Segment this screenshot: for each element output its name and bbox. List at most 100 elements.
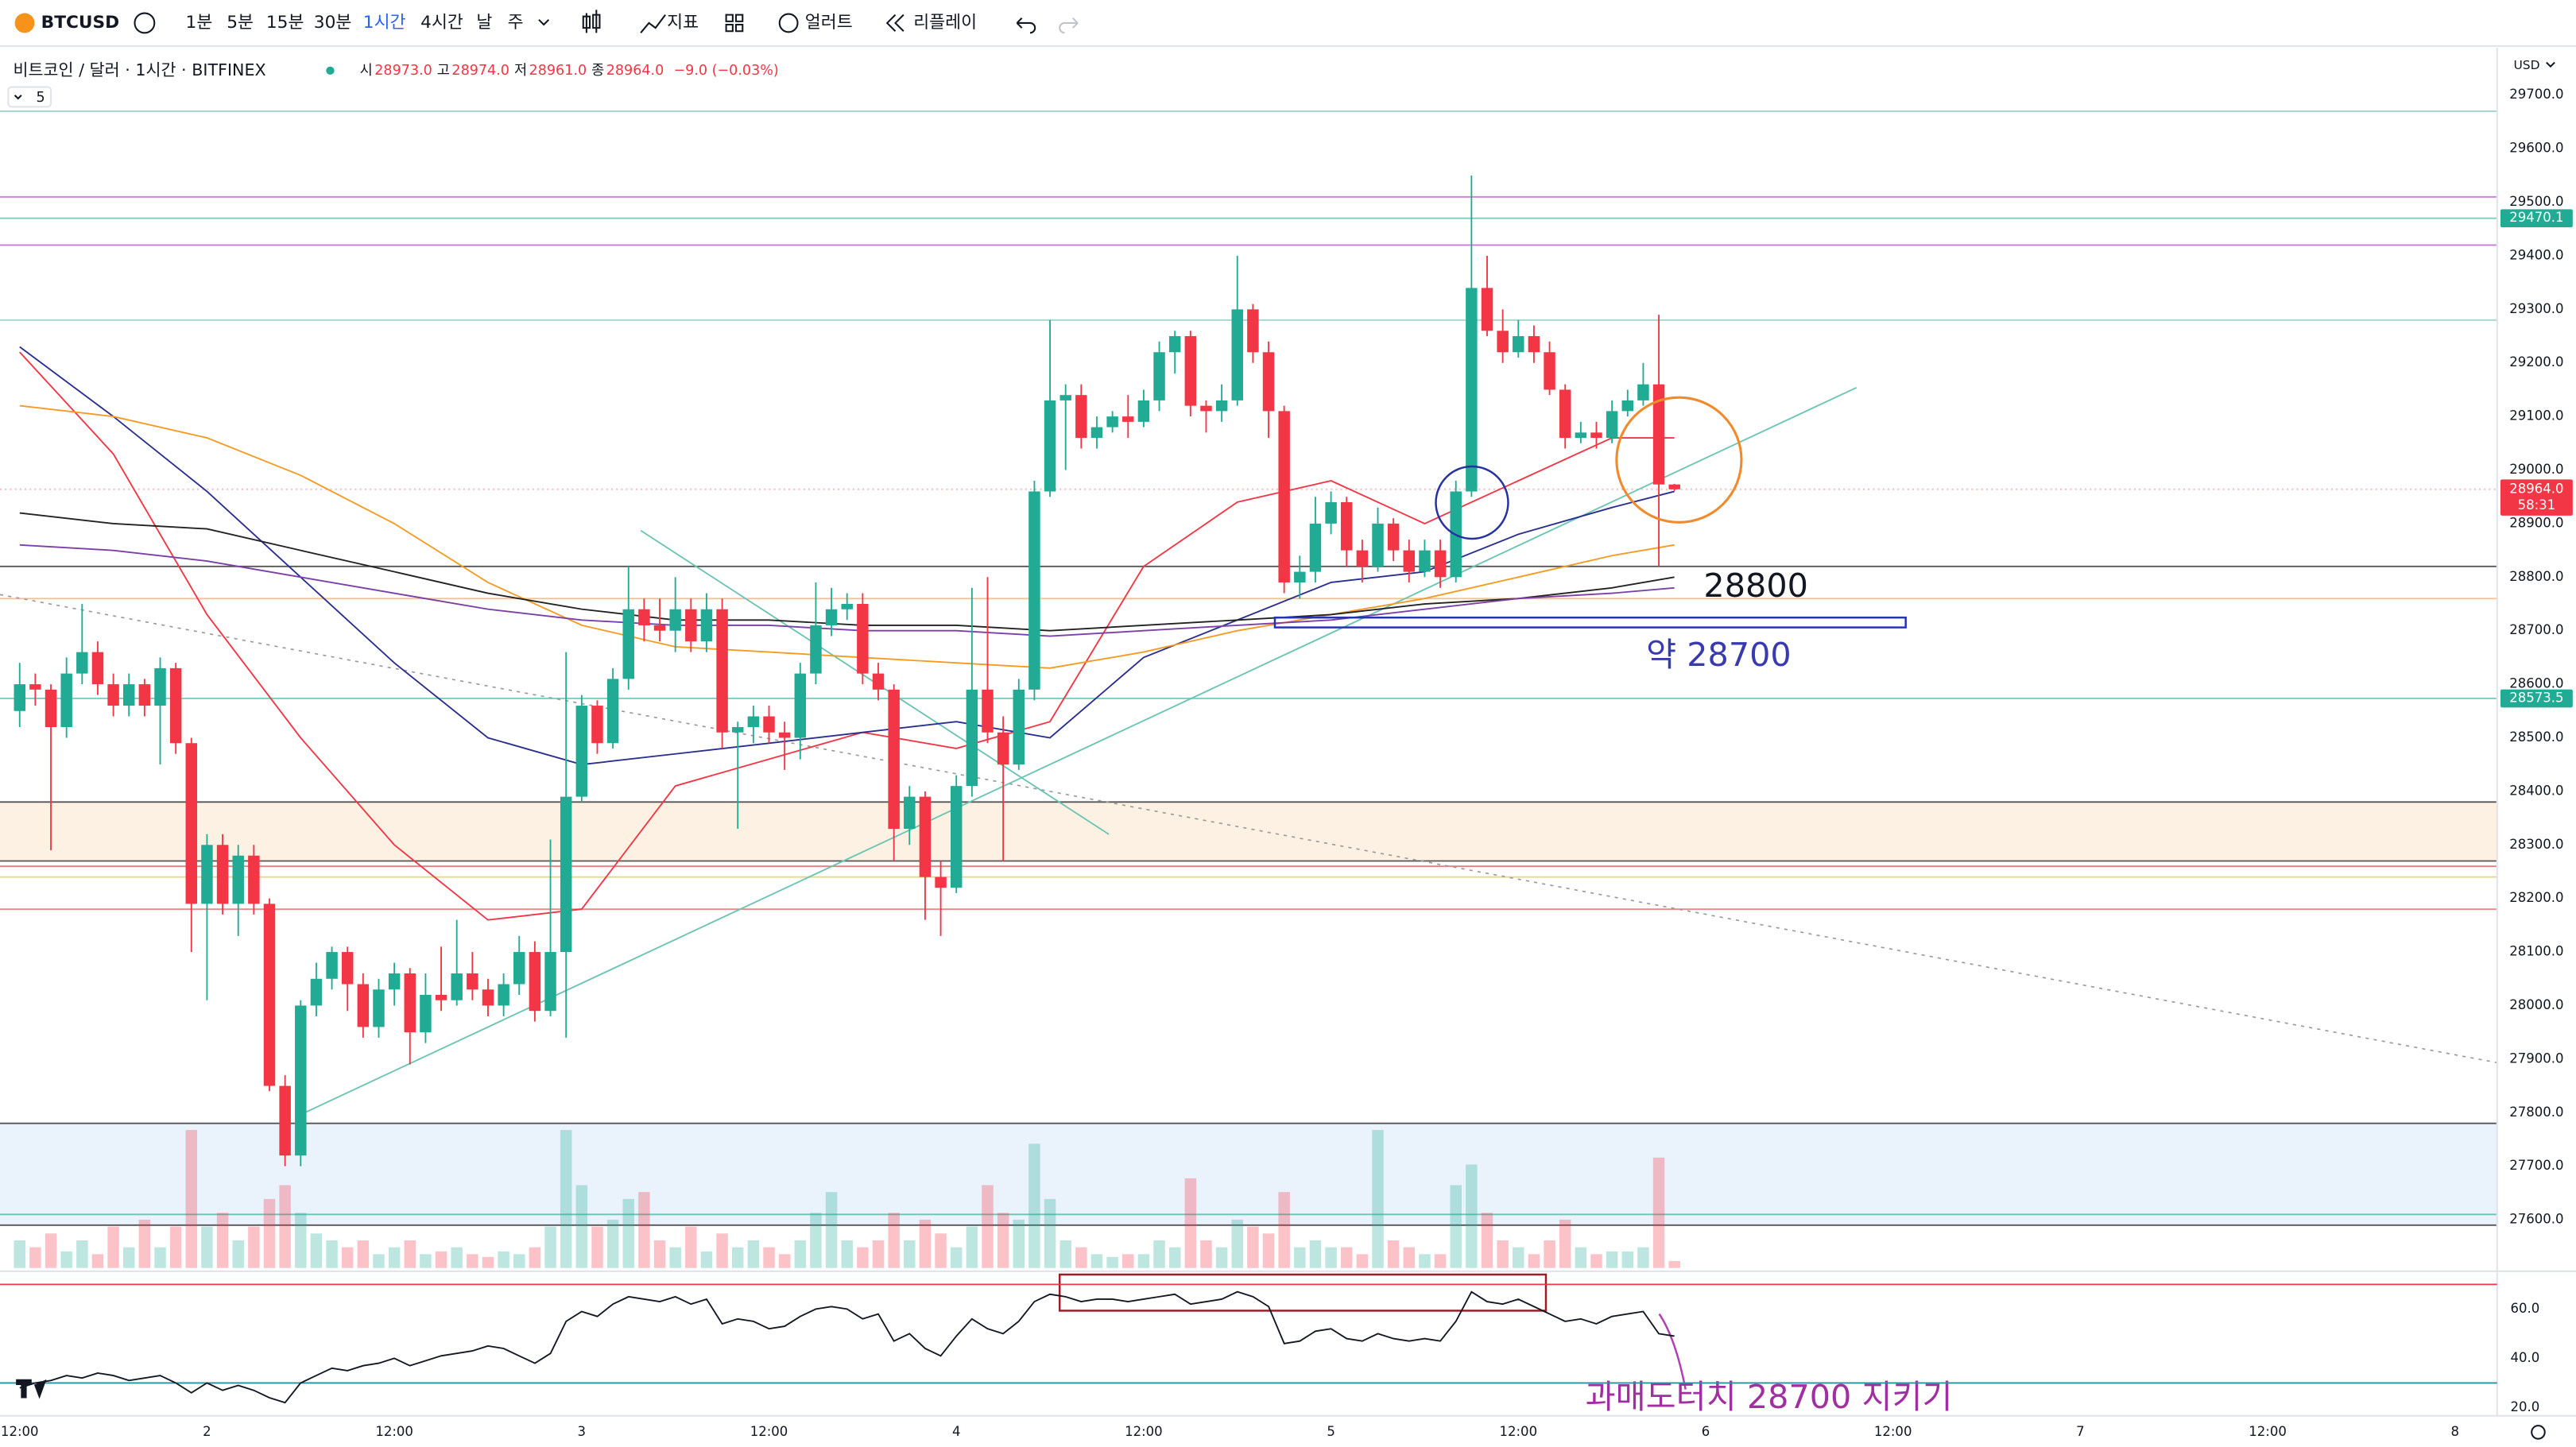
volume-bar xyxy=(1637,1247,1649,1268)
interval[interactable]: 주 xyxy=(508,13,524,33)
candle-body xyxy=(1294,571,1306,583)
layout-button[interactable] xyxy=(725,14,744,33)
interval[interactable]: 날 xyxy=(476,13,492,33)
volume-bar xyxy=(216,1213,229,1268)
volume-bar xyxy=(1606,1251,1618,1268)
annotation-text: 과매도터치 28700 지키기 xyxy=(1586,1378,1953,1416)
candle-body xyxy=(1621,400,1634,412)
redo-button[interactable] xyxy=(1059,17,1079,34)
candle-body xyxy=(700,609,713,642)
candle-body xyxy=(810,625,822,674)
volume-bar xyxy=(1168,1247,1181,1268)
replay-button[interactable]: 리플레이 xyxy=(913,13,977,33)
candle-body xyxy=(904,796,916,830)
volume-bar xyxy=(1215,1247,1228,1268)
candle-body xyxy=(1341,501,1353,551)
interval[interactable]: 1분 xyxy=(186,13,213,33)
interval-dropdown[interactable] xyxy=(538,19,550,26)
y-tick-label: 28400.0 xyxy=(2509,783,2563,798)
add-symbol[interactable] xyxy=(134,12,156,34)
volume-bar xyxy=(326,1240,338,1268)
candle-body xyxy=(1184,336,1197,406)
alert-icon[interactable] xyxy=(778,13,799,33)
candle-body xyxy=(794,673,807,738)
volume-bar xyxy=(778,1254,791,1268)
chart-type-button[interactable] xyxy=(582,10,601,33)
price-tag-label: 28573.5 xyxy=(2509,690,2563,705)
volume-bar xyxy=(638,1192,650,1268)
candle-body xyxy=(966,689,978,787)
indicator-toggle[interactable] xyxy=(7,86,52,108)
indicators-icon[interactable] xyxy=(640,14,666,34)
volume-bar xyxy=(14,1240,25,1268)
x-tick-label: 12:00 xyxy=(2249,1424,2287,1439)
y-tick-label: 27600.0 xyxy=(2509,1212,2563,1227)
volume-bar xyxy=(935,1233,947,1268)
currency-dropdown[interactable] xyxy=(2546,61,2555,68)
volume-bar xyxy=(1013,1219,1025,1268)
interval[interactable]: 4시간 xyxy=(420,13,463,33)
highlight-circle xyxy=(1435,465,1509,540)
candle-body xyxy=(1013,689,1025,765)
indicators-button[interactable]: 지표 xyxy=(667,13,699,33)
candle-body xyxy=(560,796,572,953)
x-tick-label: 12:00 xyxy=(1874,1424,1912,1439)
candle-body xyxy=(185,743,198,904)
candle-body xyxy=(825,609,838,625)
volume-bar xyxy=(544,1226,556,1268)
settings-button[interactable] xyxy=(2531,1425,2546,1440)
candle-body xyxy=(1325,501,1337,524)
volume-bar xyxy=(248,1226,260,1268)
volume-bar xyxy=(810,1213,822,1268)
currency-label[interactable]: USD xyxy=(2513,58,2539,72)
x-tick-label: 12:00 xyxy=(1,1424,39,1439)
candle-body xyxy=(1356,550,1369,567)
candle-body xyxy=(1466,288,1478,492)
ohlc-change: −9.0 (−0.03%) xyxy=(673,63,778,79)
candle-body xyxy=(778,732,791,738)
volume-bar xyxy=(1356,1254,1369,1268)
interval[interactable]: 15분 xyxy=(266,13,304,33)
volume-bar xyxy=(794,1240,807,1268)
candle-body xyxy=(1387,523,1400,551)
candle-body xyxy=(232,855,244,904)
ohlc-value: 28973.0 xyxy=(374,63,432,79)
candle-body xyxy=(263,903,276,1086)
candle-body xyxy=(997,732,1009,765)
candle-body xyxy=(1637,384,1649,400)
candle-body xyxy=(388,973,401,990)
candle-body xyxy=(467,973,478,990)
volume-bar xyxy=(29,1247,41,1268)
volume-bar xyxy=(1590,1254,1602,1268)
volume-bar xyxy=(872,1240,885,1268)
volume-bar xyxy=(841,1240,853,1268)
volume-bar xyxy=(1497,1240,1509,1268)
symbol[interactable]: BTCUSD xyxy=(41,13,119,33)
volume-bar xyxy=(1450,1185,1462,1268)
rsi-line xyxy=(19,1290,1675,1404)
interval[interactable]: 30분 xyxy=(314,13,352,33)
candle-body xyxy=(29,684,41,690)
y-tick-label: 28800.0 xyxy=(2509,569,2563,584)
volume-bar xyxy=(263,1198,276,1268)
volume-bar xyxy=(1341,1247,1353,1268)
rsi-tick-label: 60.0 xyxy=(2511,1301,2540,1316)
candle-body xyxy=(747,716,760,728)
volume-bar xyxy=(1090,1254,1103,1268)
ohlc-value: 28961.0 xyxy=(529,63,587,79)
candle-body xyxy=(1513,336,1524,353)
alert-button[interactable]: 얼러트 xyxy=(805,13,853,33)
interval-active[interactable]: 1시간 xyxy=(363,13,406,33)
volume-bar xyxy=(467,1254,478,1268)
y-tick-label: 28600.0 xyxy=(2509,676,2563,691)
y-tick-label: 27700.0 xyxy=(2509,1158,2563,1173)
candle-body xyxy=(1497,331,1509,353)
ohlc-value: 28964.0 xyxy=(606,63,664,79)
rsi-pane: 60.0 40.0 20.0 xyxy=(0,1283,2540,1414)
undo-button[interactable] xyxy=(1016,17,1036,34)
y-tick-label: 29700.0 xyxy=(2509,87,2563,102)
replay-icon[interactable] xyxy=(885,14,905,33)
volume-bar xyxy=(1481,1213,1493,1268)
interval[interactable]: 5분 xyxy=(227,13,254,33)
